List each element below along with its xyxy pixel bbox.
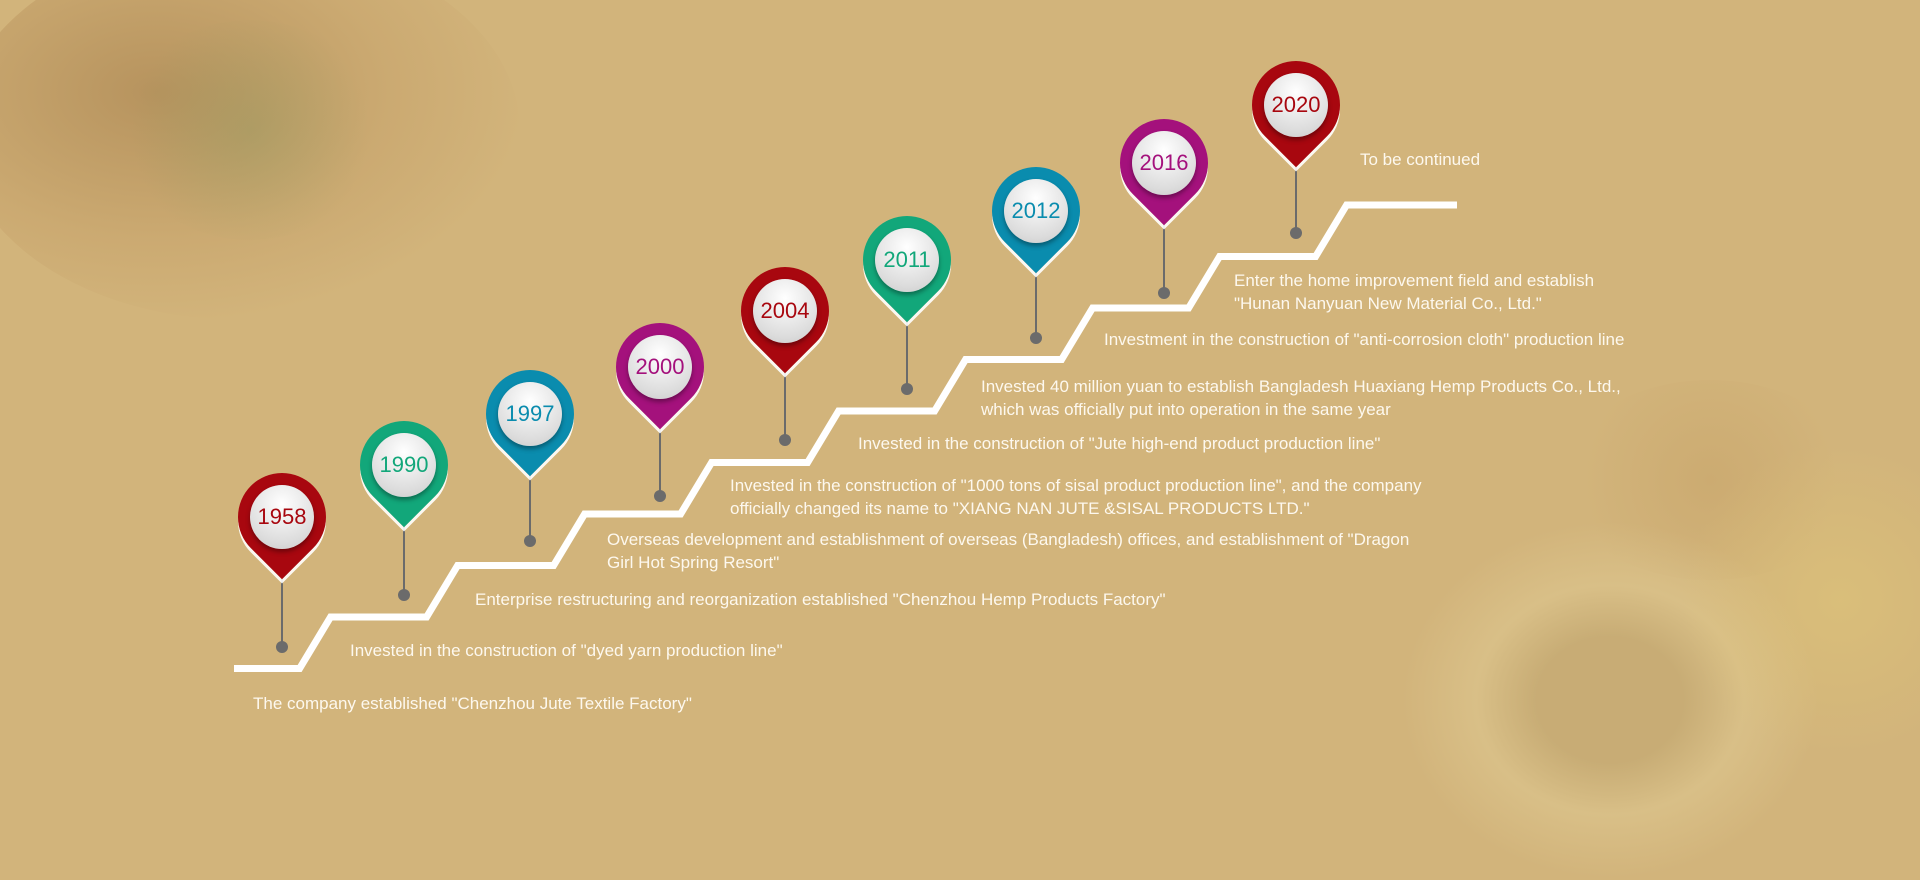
description-line: Invested 40 million yuan to establish Ba…: [981, 377, 1621, 396]
to-be-continued-text: To be continued: [1360, 150, 1481, 169]
description-line: Investment in the construction of "anti-…: [1104, 330, 1625, 349]
milestone-description-2000: Overseas development and establishment o…: [607, 528, 1409, 574]
description-line: Enter the home improvement field and est…: [1234, 271, 1595, 290]
year-text: 1997: [505, 401, 555, 426]
milestone-description-2012: Invested 40 million yuan to establish Ba…: [981, 375, 1621, 421]
description-line: The company established "Chenzhou Jute T…: [253, 694, 692, 713]
pin-stem: [281, 579, 283, 647]
description-line: officially changed its name to "XIANG NA…: [730, 499, 1310, 518]
description-line: Overseas development and establishment o…: [607, 530, 1410, 549]
pin-stem: [659, 429, 661, 496]
description-line: which was officially put into operation …: [981, 400, 1391, 419]
year-text: 1990: [379, 452, 429, 477]
year-badge: 2020: [1264, 73, 1328, 137]
year-text: 1958: [257, 504, 307, 529]
milestone-description-2016: Investment in the construction of "anti-…: [1104, 328, 1624, 351]
milestone-description-1990: Invested in the construction of "dyed ya…: [350, 639, 783, 662]
description-line: Invested in the construction of "1000 to…: [730, 476, 1422, 495]
pin-stem: [1035, 273, 1037, 338]
description-line: Invested in the construction of "Jute hi…: [858, 434, 1381, 453]
pin-dot-icon: [1030, 332, 1042, 344]
pin-stem: [403, 527, 405, 595]
year-badge: 2000: [628, 335, 692, 399]
pin-dot-icon: [779, 434, 791, 446]
year-badge: 2011: [875, 228, 939, 292]
year-badge: 2016: [1132, 131, 1196, 195]
pin-stem: [1295, 167, 1297, 233]
description-line: Invested in the construction of "dyed ya…: [350, 641, 783, 660]
year-text: 2000: [635, 354, 685, 379]
milestone-description-2011: Invested in the construction of "Jute hi…: [858, 432, 1380, 455]
year-text: 2004: [760, 298, 810, 323]
year-text: 2016: [1139, 150, 1189, 175]
pin-stem: [1163, 225, 1165, 293]
pin-stem: [529, 476, 531, 541]
milestone-description-2020: Enter the home improvement field and est…: [1234, 269, 1594, 315]
description-line: Girl Hot Spring Resort": [607, 553, 780, 572]
pin-dot-icon: [1290, 227, 1302, 239]
milestone-description-1997: Enterprise restructuring and reorganizat…: [475, 588, 1166, 611]
year-badge: 1990: [372, 433, 436, 497]
pin-dot-icon: [398, 589, 410, 601]
year-badge: 2012: [1004, 179, 1068, 243]
staircase-line: [234, 201, 1457, 672]
pin-dot-icon: [901, 383, 913, 395]
milestone-description-2004: Invested in the construction of "1000 to…: [730, 474, 1422, 520]
pin-stem: [784, 373, 786, 440]
pin-dot-icon: [524, 535, 536, 547]
pin-stem: [906, 322, 908, 389]
pin-dot-icon: [1158, 287, 1170, 299]
description-line: "Hunan Nanyuan New Material Co., Ltd.": [1234, 294, 1542, 313]
year-badge: 2004: [753, 279, 817, 343]
pin-dot-icon: [276, 641, 288, 653]
pin-dot-icon: [654, 490, 666, 502]
year-text: 2020: [1271, 92, 1321, 117]
year-badge: 1958: [250, 485, 314, 549]
year-badge: 1997: [498, 382, 562, 446]
milestone-description-1958: The company established "Chenzhou Jute T…: [253, 692, 692, 715]
timeline-staircase: [234, 201, 1457, 672]
description-line: Enterprise restructuring and reorganizat…: [475, 590, 1166, 609]
year-text: 2011: [883, 247, 931, 272]
year-text: 2012: [1011, 198, 1061, 223]
